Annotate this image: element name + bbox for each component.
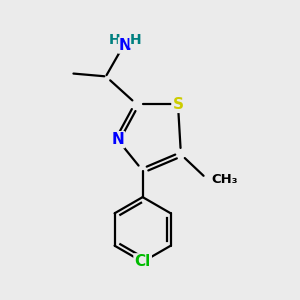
Text: N: N — [118, 38, 131, 53]
Text: H: H — [130, 33, 142, 47]
Text: N: N — [111, 132, 124, 147]
Text: CH₃: CH₃ — [211, 173, 238, 186]
Text: S: S — [172, 97, 184, 112]
Text: H: H — [109, 33, 121, 47]
Text: Cl: Cl — [134, 254, 151, 269]
